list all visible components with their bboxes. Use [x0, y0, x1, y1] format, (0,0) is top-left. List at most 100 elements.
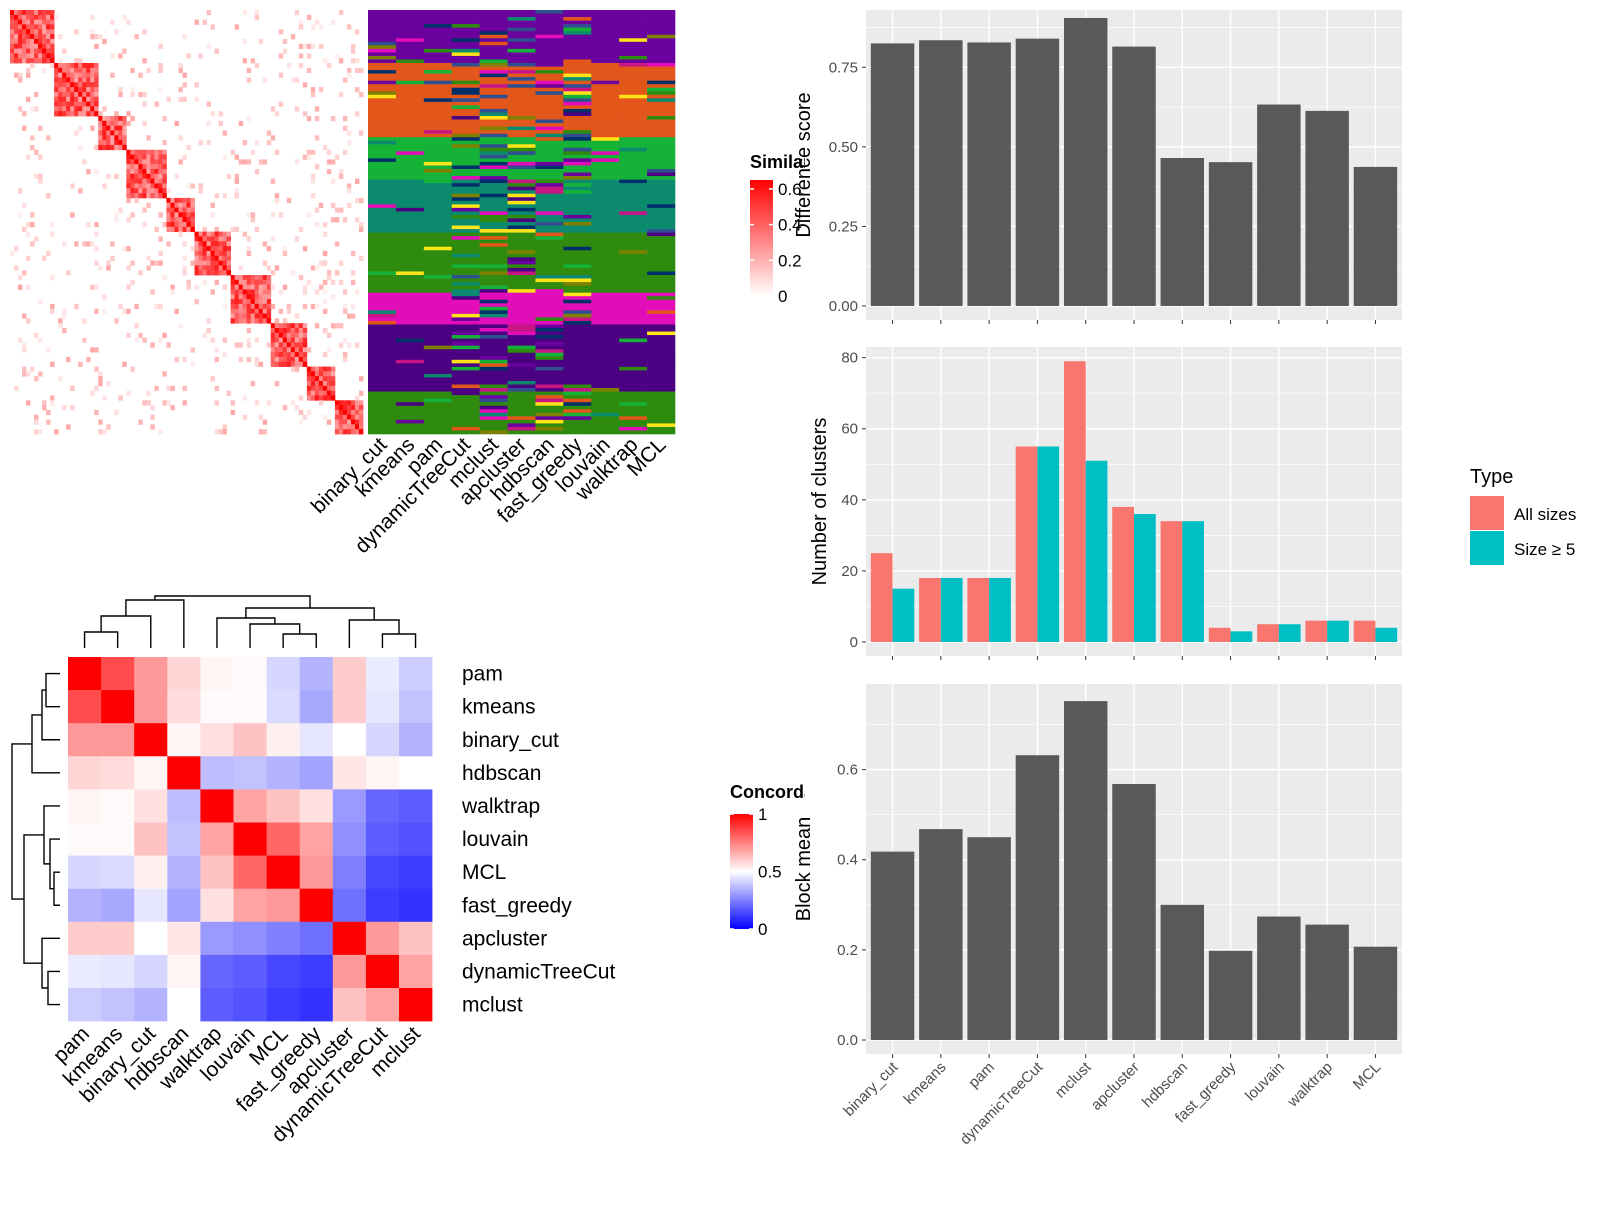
similarity-cell [34, 419, 39, 425]
concordance-cell [365, 756, 400, 790]
similarity-cell [14, 14, 19, 21]
cluster-cell [563, 73, 592, 78]
cluster-cell [563, 338, 592, 343]
concordance-cell [134, 921, 168, 956]
similarity-cell [318, 385, 324, 392]
cluster-cell [647, 405, 676, 410]
concordance-cell [365, 954, 400, 989]
cluster-cell [507, 285, 536, 290]
similarity-cell [214, 250, 219, 257]
similarity-cell [86, 101, 91, 107]
similarity-cell [286, 197, 292, 204]
cluster-cell [619, 409, 648, 414]
cluster-cell [619, 151, 648, 156]
similarity-cell [198, 270, 203, 276]
cluster-cell [535, 391, 564, 396]
similarity-cell [126, 332, 131, 339]
concordance-cell [332, 921, 367, 956]
cluster-cell [535, 179, 564, 184]
similarity-cell [210, 212, 215, 218]
similarity-cell [150, 342, 155, 348]
similarity-cell [158, 303, 163, 310]
similarity-cell [306, 409, 312, 416]
cluster-cell [368, 119, 397, 124]
cluster-cell [507, 147, 536, 152]
cluster-cell [535, 130, 564, 134]
similarity-cell [206, 101, 211, 107]
similarity-cell [158, 154, 163, 160]
cluster-cell [451, 176, 480, 180]
cluster-cell [563, 402, 592, 407]
cluster-cell [563, 172, 592, 177]
similarity-cell [262, 318, 268, 324]
cluster-cell [591, 211, 620, 216]
similarity-cell [326, 376, 332, 382]
cluster-cell [395, 395, 425, 399]
similarity-cell [34, 376, 39, 382]
similarity-cell [66, 270, 71, 276]
concordance-cell [365, 657, 400, 691]
cluster-cell [591, 179, 620, 184]
similarity-cell [262, 429, 268, 435]
similarity-cell [38, 43, 43, 49]
similarity-cell [334, 400, 340, 406]
similarity-cell [214, 231, 219, 237]
similarity-cell [102, 116, 107, 122]
similarity-cell [162, 159, 167, 165]
similarity-cell [214, 236, 219, 242]
cluster-cell [451, 313, 480, 318]
cluster-cell [563, 285, 592, 290]
similarity-cell [310, 178, 316, 184]
cluster-cell [647, 299, 676, 304]
cluster-cell [368, 320, 397, 325]
cluster-cell [423, 183, 453, 187]
similarity-cell [278, 212, 284, 218]
similarity-cell [270, 361, 276, 367]
cluster-cell [507, 133, 536, 138]
similarity-cell [190, 260, 195, 266]
similarity-cell [278, 308, 284, 314]
cluster-cell [395, 391, 425, 396]
similarity-cell [214, 255, 219, 261]
cluster-cell [479, 98, 508, 103]
similarity-cell [14, 48, 19, 54]
cluster-cell [451, 349, 480, 354]
cluster-cell [423, 236, 453, 240]
similarity-cell [174, 197, 179, 204]
similarity-cell [354, 342, 360, 348]
cluster-cell [479, 278, 508, 283]
similarity-cell [142, 222, 147, 228]
cluster-cell [535, 17, 564, 21]
cluster-cell [619, 253, 648, 258]
similarity-cell [26, 371, 31, 377]
cluster-cell [368, 161, 397, 166]
cluster-cell [395, 218, 425, 223]
similarity-cell [98, 116, 103, 122]
similarity-cell [294, 313, 300, 319]
cluster-cell [451, 140, 480, 145]
cluster-cell [647, 342, 676, 346]
similarity-cell [258, 159, 264, 165]
similarity-cell [78, 144, 83, 151]
similarity-cell [150, 154, 155, 160]
similarity-cell [254, 289, 260, 295]
similarity-cell [186, 217, 191, 223]
cluster-cell [619, 416, 648, 421]
similarity-cell [266, 130, 272, 136]
similarity-cell [86, 169, 91, 175]
concordance-cell [101, 657, 135, 691]
cluster-cell [647, 253, 676, 258]
cluster-cell [591, 229, 620, 233]
cluster-cell [368, 147, 397, 152]
cluster-cell [563, 419, 592, 424]
cluster-cell [507, 190, 536, 195]
cluster-cell [479, 20, 508, 25]
similarity-cell [114, 212, 119, 218]
similarity-cell [78, 91, 83, 98]
similarity-cell [90, 390, 95, 396]
concordance-cell [200, 855, 234, 889]
cluster-cell [368, 105, 397, 110]
cluster-cell [563, 303, 592, 308]
similarity-cell [58, 72, 63, 78]
similarity-cell [50, 400, 55, 406]
